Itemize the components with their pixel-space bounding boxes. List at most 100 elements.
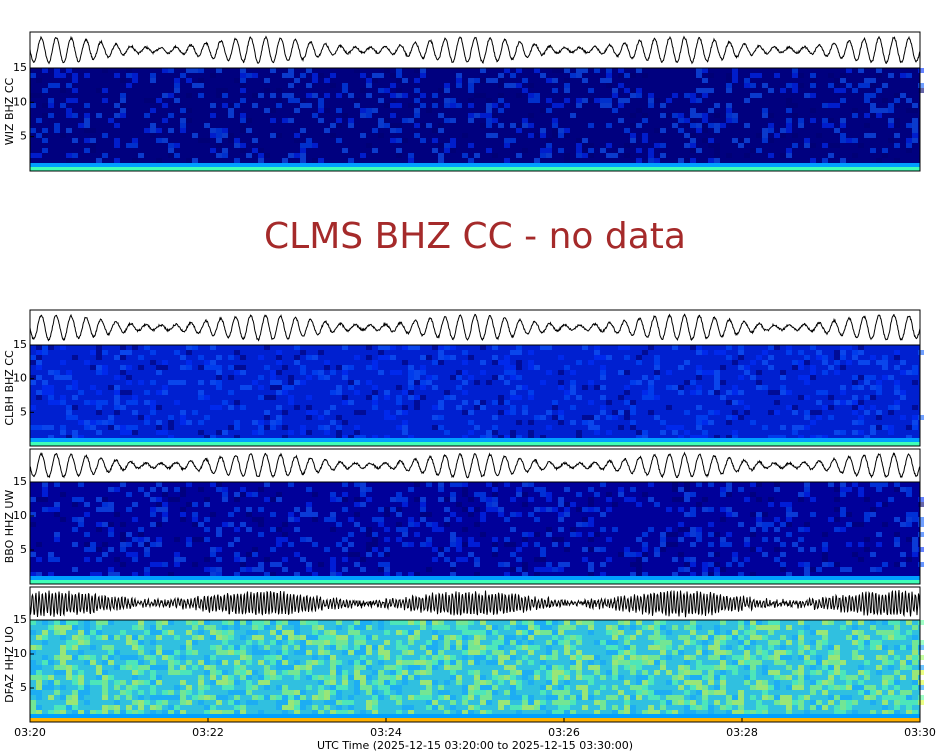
spectrogram-cell — [690, 527, 696, 532]
spectrogram-cell — [642, 133, 648, 138]
spectrogram-cell — [162, 385, 168, 390]
spectrogram-cell — [636, 665, 642, 670]
spectrogram-cell — [504, 435, 510, 440]
spectrogram-cell — [60, 88, 66, 93]
spectrogram-cell — [558, 670, 564, 675]
spectrogram-cell — [36, 395, 42, 400]
spectrogram-cell — [120, 425, 126, 430]
spectrogram-cell — [282, 710, 288, 715]
spectrogram-cell — [366, 487, 372, 492]
spectrogram-cell — [414, 98, 420, 103]
spectrogram-cell — [768, 365, 774, 370]
spectrogram-cell — [84, 360, 90, 365]
spectrogram-cell — [876, 425, 882, 430]
spectrogram-cell — [492, 482, 498, 487]
spectrogram-cell — [744, 537, 750, 542]
spectrogram-cell — [120, 78, 126, 83]
spectrogram-cell — [864, 123, 870, 128]
spectrogram-cell — [198, 430, 204, 435]
spectrogram-cell — [798, 425, 804, 430]
spectrogram-cell — [810, 512, 816, 517]
spectrogram-cell — [780, 153, 786, 158]
spectrogram-cell — [918, 645, 924, 650]
spectrogram-cell — [288, 68, 294, 73]
spectrogram-cell — [906, 98, 912, 103]
spectrogram-cell — [648, 103, 654, 108]
spectrogram-cell — [486, 690, 492, 695]
spectrogram-cell — [150, 108, 156, 113]
spectrogram-cell — [456, 103, 462, 108]
spectrogram-cell — [744, 98, 750, 103]
spectrogram-cell — [486, 148, 492, 153]
spectrogram-cell — [444, 497, 450, 502]
spectrogram-cell — [912, 625, 918, 630]
spectrogram-cell — [492, 487, 498, 492]
spectrogram-cell — [60, 345, 66, 350]
spectrogram-cell — [420, 660, 426, 665]
spectrogram-cell — [864, 635, 870, 640]
spectrogram-cell — [102, 635, 108, 640]
spectrogram-cell — [138, 532, 144, 537]
spectrogram-cell — [852, 108, 858, 113]
spectrogram-cell — [654, 98, 660, 103]
spectrogram-cell — [840, 138, 846, 143]
spectrogram-cell — [870, 148, 876, 153]
spectrogram-cell — [768, 625, 774, 630]
spectrogram-cell — [588, 360, 594, 365]
spectrogram-cell — [474, 660, 480, 665]
spectrogram-cell — [102, 497, 108, 502]
spectrogram-cell — [816, 567, 822, 572]
spectrogram-cell — [900, 562, 906, 567]
spectrogram-cell — [168, 113, 174, 118]
spectrogram-cell — [834, 103, 840, 108]
spectrogram-cell — [150, 685, 156, 690]
spectrogram-cell — [504, 355, 510, 360]
spectrogram-cell — [834, 645, 840, 650]
spectrogram-cell — [84, 547, 90, 552]
spectrogram-cell — [324, 650, 330, 655]
spectrogram-cell — [234, 645, 240, 650]
spectrogram-cell — [336, 522, 342, 527]
spectrogram-cell — [132, 517, 138, 522]
spectrogram-cell — [486, 108, 492, 113]
spectrogram-cell — [414, 345, 420, 350]
spectrogram-cell — [84, 685, 90, 690]
spectrogram-cell — [108, 572, 114, 577]
spectrogram-cell — [258, 635, 264, 640]
spectrogram-cell — [696, 345, 702, 350]
spectrogram-cell — [612, 650, 618, 655]
spectrogram-cell — [852, 640, 858, 645]
spectrogram-cell — [696, 73, 702, 78]
spectrogram-cell — [636, 660, 642, 665]
spectrogram-cell — [102, 710, 108, 715]
spectrogram-cell — [108, 385, 114, 390]
spectrogram-cell — [330, 390, 336, 395]
spectrogram-cell — [762, 527, 768, 532]
spectrogram-cell — [558, 133, 564, 138]
spectrogram-cell — [36, 375, 42, 380]
spectrogram-cell — [72, 655, 78, 660]
spectrogram-cell — [270, 547, 276, 552]
spectrogram-cell — [270, 380, 276, 385]
spectrogram-cell — [294, 507, 300, 512]
spectrogram-cell — [792, 700, 798, 705]
spectrogram-cell — [360, 620, 366, 625]
spectrogram-cell — [366, 685, 372, 690]
spectrogram-cell — [252, 492, 258, 497]
spectrogram-cell — [84, 138, 90, 143]
spectrogram-cell — [240, 118, 246, 123]
spectrogram-cell — [468, 113, 474, 118]
spectrogram-cell — [84, 148, 90, 153]
spectrogram-cell — [36, 153, 42, 158]
spectrogram-cell — [636, 68, 642, 73]
spectrogram-cell — [414, 78, 420, 83]
spectrogram-cell — [288, 670, 294, 675]
spectrogram-cell — [120, 350, 126, 355]
spectrogram-cell — [630, 113, 636, 118]
spectrogram-cell — [780, 88, 786, 93]
spectrogram-cell — [468, 78, 474, 83]
spectrogram-cell — [840, 685, 846, 690]
spectrogram-cell — [210, 695, 216, 700]
spectrogram-cell — [456, 680, 462, 685]
spectrogram-cell — [396, 395, 402, 400]
